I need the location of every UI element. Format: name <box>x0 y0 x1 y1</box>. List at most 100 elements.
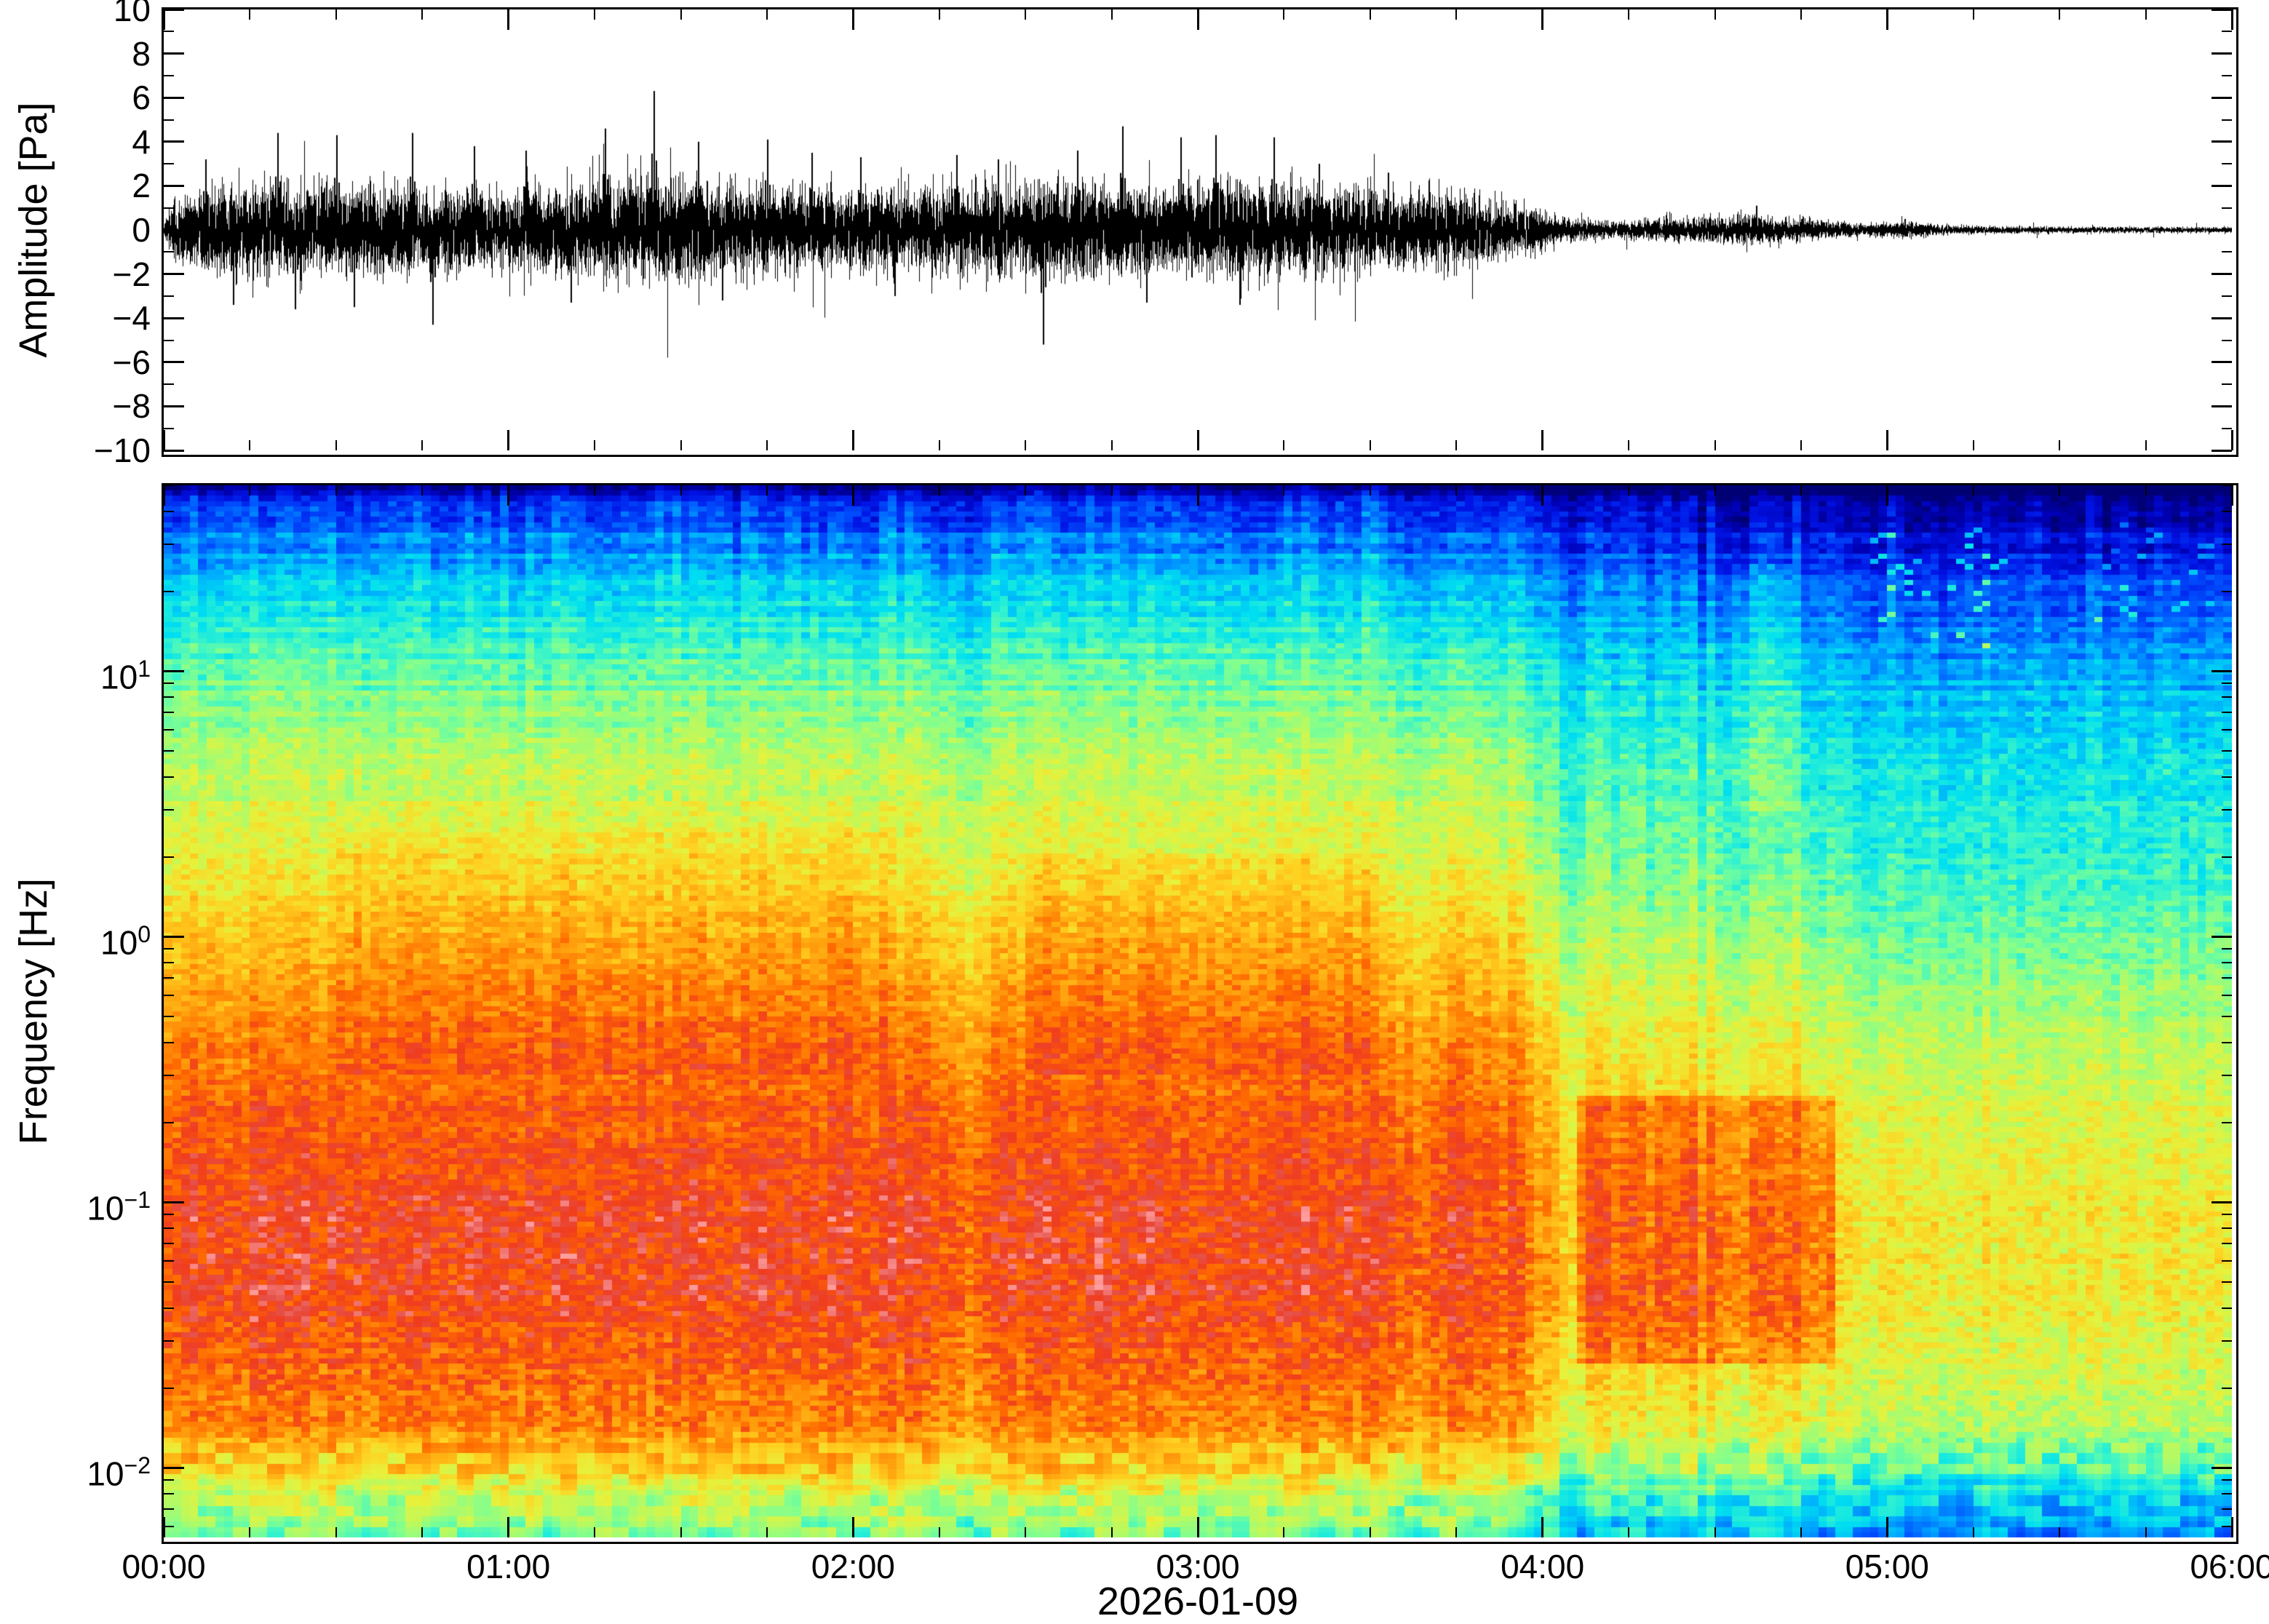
axis-tick <box>164 1227 174 1229</box>
axis-tick <box>162 430 165 450</box>
axis-tick <box>164 339 174 341</box>
axis-tick <box>164 1492 174 1494</box>
axis-tick <box>1369 440 1371 450</box>
axis-tick <box>2222 1492 2232 1494</box>
axis-tick <box>594 485 596 495</box>
axis-tick <box>1800 440 1802 450</box>
axis-tick <box>1972 485 1974 495</box>
axis-tick <box>2212 52 2232 55</box>
waveform-panel <box>162 7 2238 457</box>
axis-tick <box>164 383 174 386</box>
axis-tick <box>1885 9 1888 30</box>
time-tick-label: 02:00 <box>811 1548 895 1585</box>
axis-tick <box>164 590 174 592</box>
axis-tick <box>2222 1307 2232 1309</box>
amplitude-tick-label: −8 <box>112 387 151 426</box>
amplitude-tick-label: −6 <box>112 343 151 381</box>
axis-tick <box>164 184 184 187</box>
axis-tick <box>164 776 174 778</box>
axis-tick <box>164 856 174 858</box>
axis-tick <box>2222 31 2232 33</box>
axis-tick <box>164 1479 174 1481</box>
axis-tick <box>2230 9 2233 30</box>
axis-tick <box>938 9 940 20</box>
axis-tick <box>1885 430 1888 450</box>
axis-tick <box>421 1527 424 1537</box>
frequency-tick-label: 100 <box>100 921 151 962</box>
axis-tick <box>594 9 596 20</box>
axis-tick <box>164 140 184 143</box>
axis-tick <box>1714 1527 1716 1537</box>
axis-tick <box>164 696 174 698</box>
axis-tick <box>2222 1227 2232 1229</box>
axis-tick <box>1025 1527 1027 1537</box>
axis-tick <box>2145 9 2147 20</box>
axis-tick <box>594 440 596 450</box>
axis-tick <box>164 1242 174 1244</box>
axis-tick <box>2212 140 2232 143</box>
axis-tick <box>421 485 424 495</box>
axis-tick <box>507 485 510 506</box>
axis-tick <box>766 1527 768 1537</box>
axis-tick <box>766 440 768 450</box>
axis-tick <box>164 1214 174 1216</box>
axis-tick <box>335 440 337 450</box>
axis-tick <box>2222 1526 2232 1528</box>
axis-tick <box>164 295 174 297</box>
axis-tick <box>851 430 854 450</box>
axis-tick <box>2212 184 2232 187</box>
axis-tick <box>164 449 184 452</box>
axis-tick <box>2222 712 2232 713</box>
axis-tick <box>2212 449 2232 452</box>
axis-tick <box>335 9 337 20</box>
axis-tick <box>2222 1340 2232 1342</box>
axis-tick <box>1110 440 1113 450</box>
axis-tick <box>164 52 184 55</box>
axis-tick <box>2222 1281 2232 1283</box>
axis-tick <box>1025 440 1027 450</box>
axis-tick <box>1369 485 1371 495</box>
axis-tick <box>680 9 682 20</box>
axis-tick <box>164 995 174 997</box>
axis-tick <box>851 485 854 506</box>
axis-tick <box>1110 1527 1113 1537</box>
axis-tick <box>2222 948 2232 950</box>
axis-tick <box>1885 1517 1888 1537</box>
axis-tick <box>2222 251 2232 253</box>
axis-tick <box>1455 1527 1458 1537</box>
axis-tick <box>2212 1201 2232 1203</box>
axis-tick <box>2222 856 2232 858</box>
axis-tick <box>164 163 174 165</box>
axis-tick <box>1628 1527 1630 1537</box>
axis-tick <box>1369 9 1371 20</box>
time-tick-label: 06:00 <box>2190 1548 2269 1585</box>
axis-tick <box>164 729 174 731</box>
axis-tick <box>164 405 184 407</box>
axis-tick <box>164 1016 174 1018</box>
axis-tick <box>162 9 165 30</box>
axis-tick <box>2212 273 2232 276</box>
axis-tick <box>851 9 854 30</box>
axis-tick <box>2222 1041 2232 1043</box>
axis-tick <box>1541 430 1544 450</box>
axis-tick <box>2222 750 2232 752</box>
axis-tick <box>164 1307 174 1309</box>
axis-tick <box>164 1281 174 1283</box>
frequency-tick-label: 10−2 <box>87 1452 151 1493</box>
axis-tick <box>2222 682 2232 685</box>
axis-tick <box>2230 430 2233 450</box>
axis-tick <box>507 1517 510 1537</box>
axis-tick <box>164 119 174 121</box>
axis-tick <box>2145 1527 2147 1537</box>
time-tick-label: 03:00 <box>1156 1548 1240 1585</box>
axis-tick <box>421 440 424 450</box>
axis-tick <box>2230 485 2233 506</box>
axis-tick <box>162 485 165 506</box>
axis-tick <box>2212 405 2232 407</box>
axis-tick <box>1025 9 1027 20</box>
amplitude-tick-label: 2 <box>132 167 151 205</box>
axis-tick <box>1283 1527 1285 1537</box>
axis-tick <box>164 1508 174 1510</box>
axis-tick <box>2222 1214 2232 1216</box>
amplitude-tick-label: 10 <box>113 0 151 28</box>
